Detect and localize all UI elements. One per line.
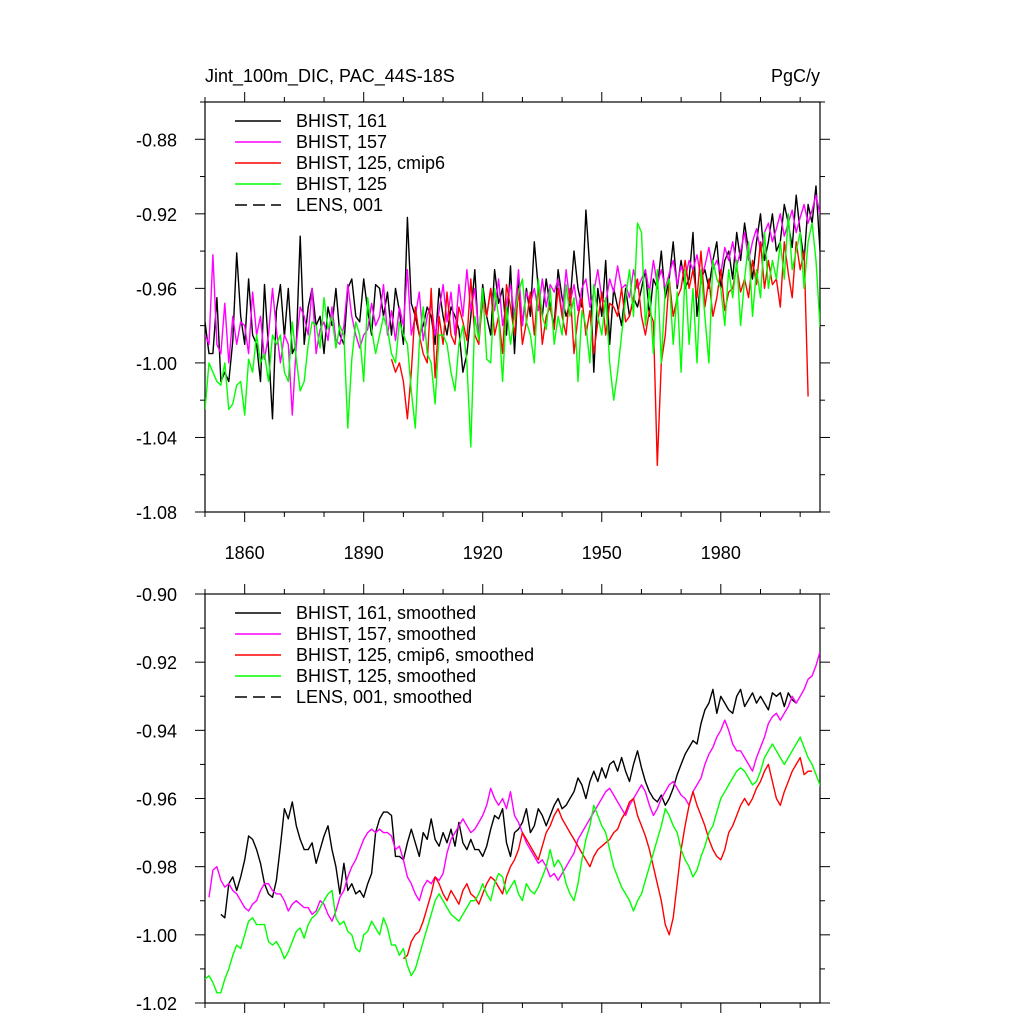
bottom-legend-label: BHIST, 157, smoothed [296,624,476,644]
top-legend-label: BHIST, 157 [296,132,387,152]
top-series-1 [205,194,820,416]
top-x-tick-label: 1860 [225,543,265,563]
bottom-y-tick-label: -0.98 [136,858,177,878]
bottom-y-tick-label: -0.94 [136,721,177,741]
top-x-tick-label: 1920 [463,543,503,563]
bottom-y-tick-label: -1.00 [136,926,177,946]
top-legend-label: LENS, 001 [296,195,383,215]
top-y-tick-label: -0.88 [136,130,177,150]
bottom-panel: -0.90 -0.92 -0.94 -0.96 -0.98 -1.00 -1.02 BHIST… [136,584,830,1014]
top-y-tick-label: -0.96 [136,279,177,299]
top-x-tick-label: 1890 [344,543,384,563]
bottom-legend-label: BHIST, 125, cmip6, smoothed [296,645,534,665]
top-legend-label: BHIST, 125 [296,174,387,194]
bottom-series-2 [402,756,813,960]
top-y-tick-label: -0.92 [136,205,177,225]
bottom-series-0 [220,688,797,919]
bottom-y-tick-label: -0.92 [136,653,177,673]
top-x-tick-label: 1950 [582,543,622,563]
top-x-tick-label: 1980 [701,543,741,563]
top-y-tick-label: -1.08 [136,503,177,523]
bottom-legend-label: LENS, 001, smoothed [296,687,472,707]
bottom-series-3 [205,736,820,994]
top-legend-label: BHIST, 125, cmip6 [296,153,445,173]
bottom-y-tick-label: -0.90 [136,585,177,605]
units-label: PgC/y [771,66,820,86]
bottom-series-1 [208,651,820,922]
top-series-3 [205,213,820,448]
bottom-legend-label: BHIST, 161, smoothed [296,603,476,623]
top-plot-frame [204,101,821,513]
top-y-tick-label: -1.04 [136,428,177,448]
top-legend-label: BHIST, 161 [296,111,387,131]
bottom-legend-label: BHIST, 125, smoothed [296,666,476,686]
bottom-y-tick-label: -1.02 [136,994,177,1014]
top-series-2 [390,241,809,467]
top-y-tick-label: -1.00 [136,354,177,374]
top-panel: 1860 1890 1920 1950 1980 -0.88 -0.92 -0.96 -1.00… [136,92,830,563]
bottom-y-tick-label: -0.96 [136,790,177,810]
chart-title: Jint_100m_DIC, PAC_44S-18S [205,66,455,87]
